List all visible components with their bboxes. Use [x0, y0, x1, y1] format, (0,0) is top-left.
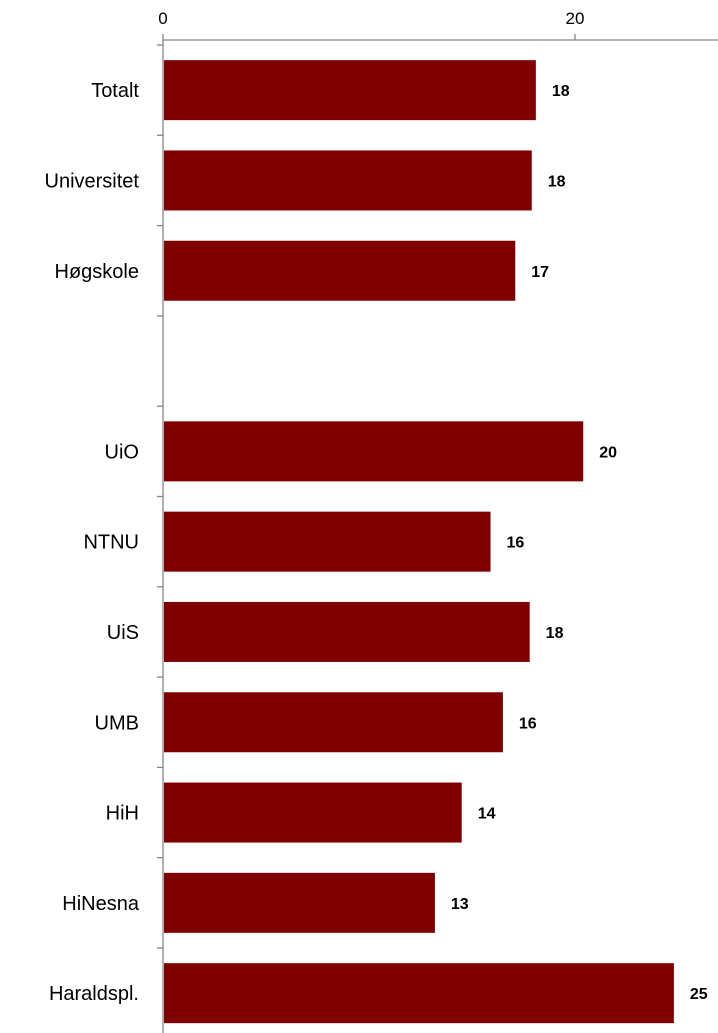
bar-ntnu — [164, 511, 491, 572]
data-label-uio: 20 — [599, 444, 617, 461]
bar-hih — [164, 782, 462, 843]
category-label-universitet: Universitet — [45, 170, 140, 192]
axis-layer — [157, 34, 718, 1033]
bar-haraldspl — [164, 963, 674, 1024]
bar-umb — [164, 692, 503, 753]
category-label-uio: UiO — [105, 441, 139, 463]
data-label-universitet: 18 — [548, 173, 566, 190]
data-label-hogskole: 17 — [531, 264, 549, 281]
x-tick-label: 20 — [566, 9, 585, 28]
data-label-uis: 18 — [546, 625, 564, 642]
data-label-hih: 14 — [478, 806, 496, 823]
category-label-totalt: Totalt — [91, 80, 139, 102]
category-label-ntnu: NTNU — [83, 532, 139, 554]
bar-totalt — [164, 60, 536, 121]
bar-uio — [164, 421, 584, 482]
data-label-ntnu: 16 — [507, 535, 525, 552]
bar-hinesna — [164, 872, 435, 933]
category-label-hogskole: Høgskole — [55, 261, 139, 283]
x-tick-label: 0 — [158, 9, 167, 28]
category-label-uis: UiS — [107, 622, 139, 644]
labels-layer: 0 20 Totalt 18 Universitet 18 Høgskole 17 UiO 20 N… — [45, 9, 708, 1005]
bars-layer — [164, 60, 674, 1024]
category-label-hih: HiH — [106, 803, 139, 825]
data-label-haraldspl: 25 — [690, 986, 708, 1003]
data-label-totalt: 18 — [552, 83, 570, 100]
category-label-umb: UMB — [95, 712, 139, 734]
bar-universitet — [164, 150, 532, 211]
data-label-umb: 16 — [519, 715, 537, 732]
category-label-haraldspl: Haraldspl. — [49, 983, 139, 1005]
data-label-hinesna: 13 — [451, 896, 469, 913]
category-label-hinesna: HiNesna — [62, 893, 140, 915]
bar-uis — [164, 601, 530, 662]
bar-hogskole — [164, 240, 516, 301]
